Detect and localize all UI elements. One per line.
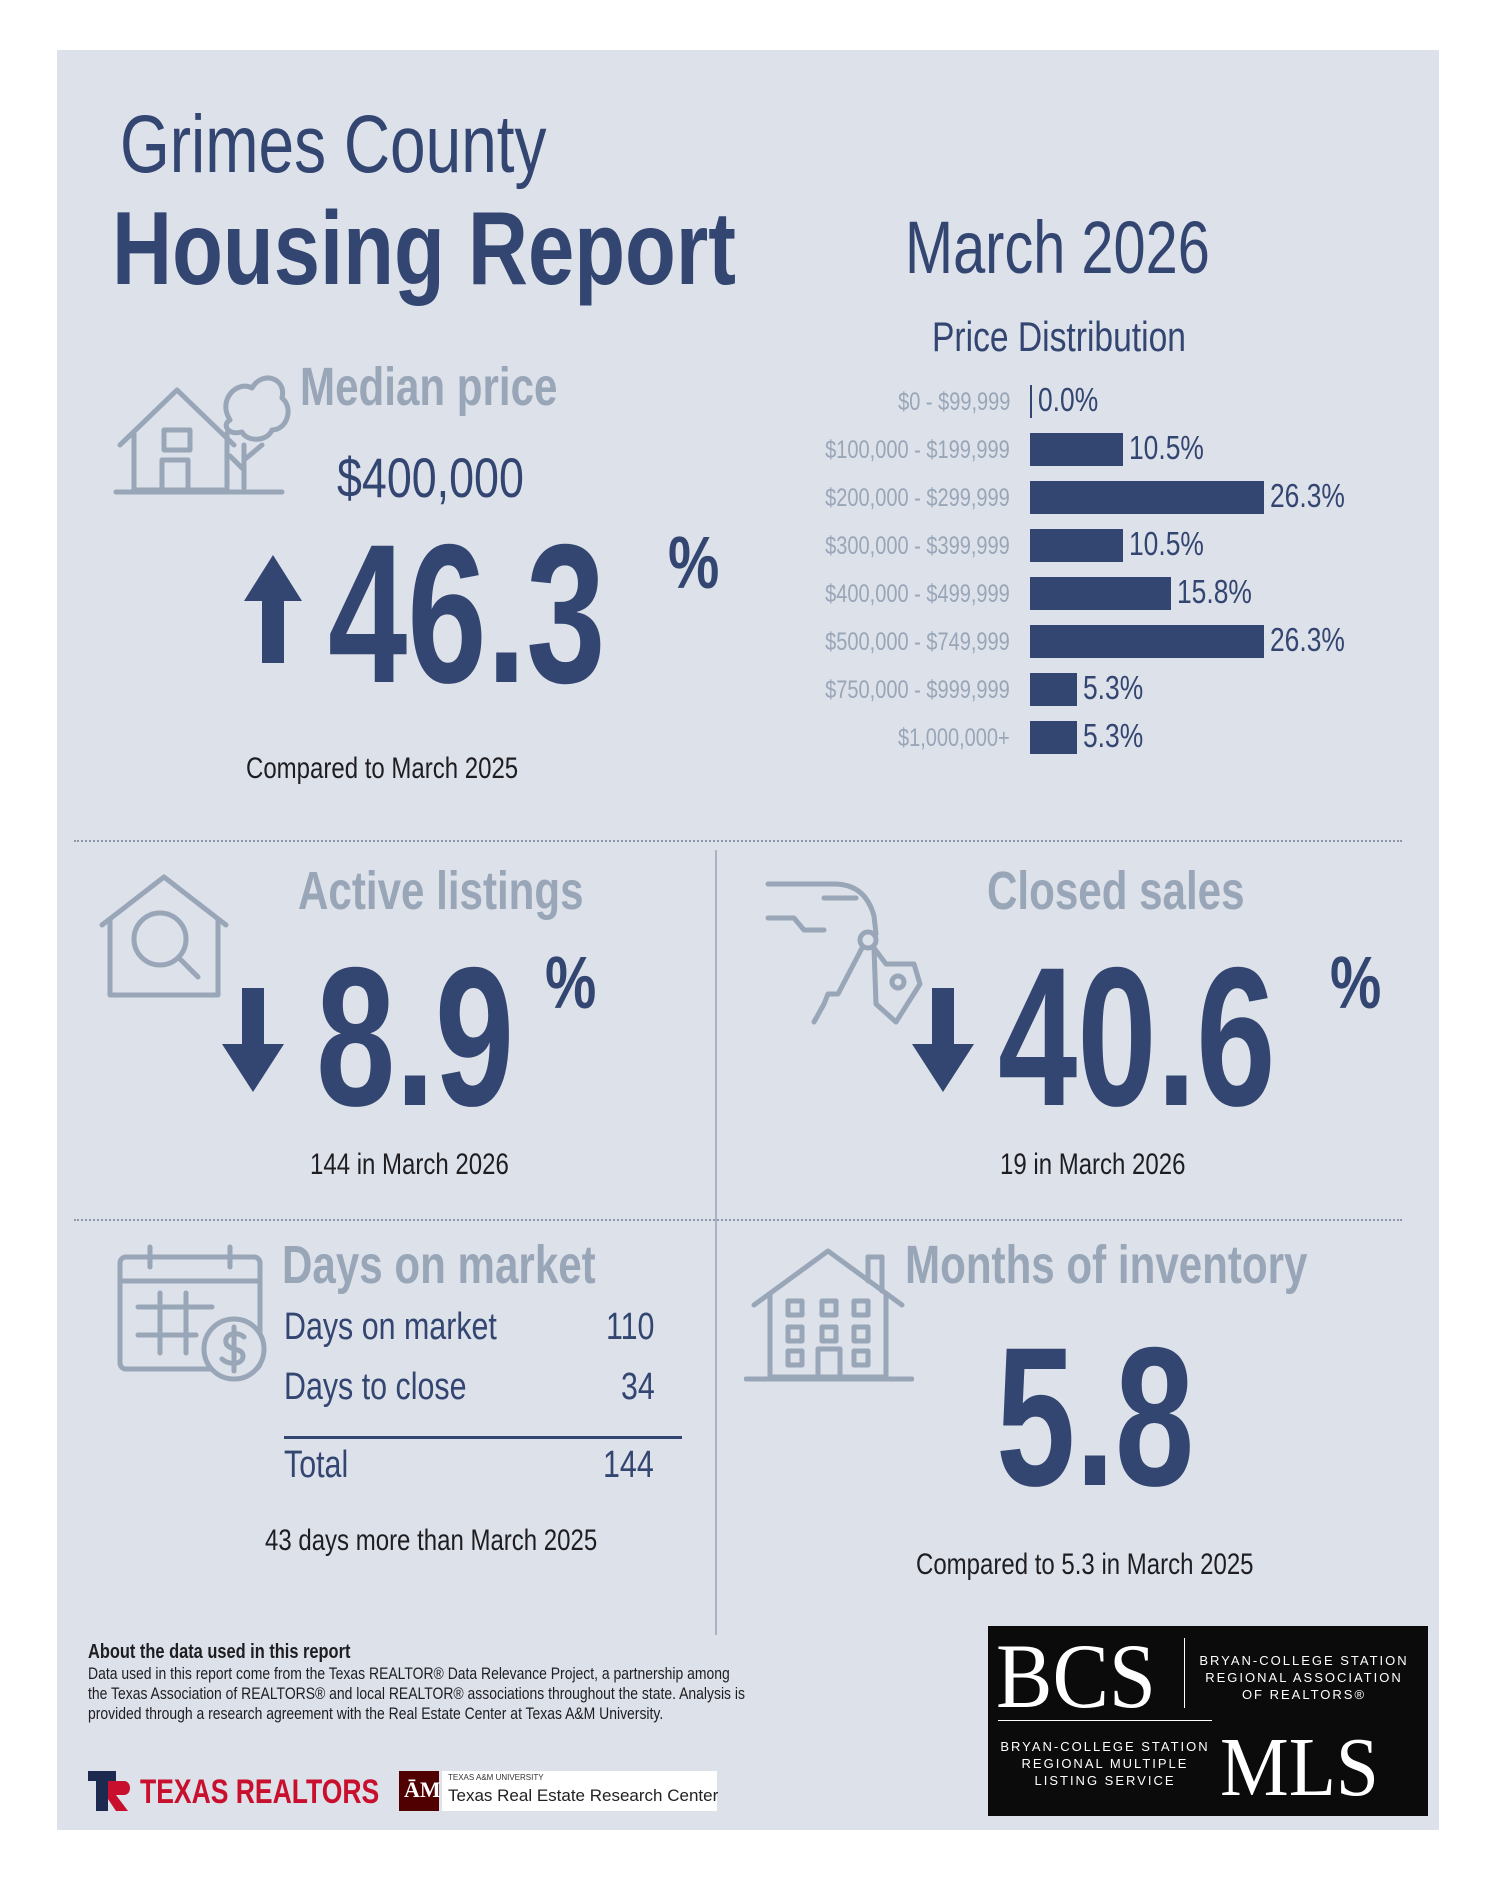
arrow-down-icon (912, 988, 974, 1092)
median-price-caption: Compared to March 2025 (246, 752, 519, 785)
texas-realtors-mark-icon (88, 1771, 130, 1811)
price-distribution-value-label: 26.3% (1270, 621, 1345, 658)
closed-sales-unit: % (1330, 941, 1382, 1024)
median-price-heading: Median price (300, 357, 558, 417)
price-distribution-bar (1030, 577, 1171, 610)
price-distribution-bar (1030, 529, 1124, 562)
dom-total-rule (284, 1436, 682, 1439)
arrow-up-icon (244, 555, 302, 663)
divider-top (74, 840, 1402, 842)
county-title: Grimes County (120, 99, 547, 190)
closed-sales-caption: 19 in March 2026 (1000, 1148, 1186, 1181)
dom-value-days-on-market: 110 (606, 1306, 655, 1348)
divider-middle (74, 1219, 1402, 1221)
dom-value-days-to-close: 34 (621, 1366, 655, 1408)
active-listings-unit: % (545, 941, 597, 1024)
price-distribution-category-label: $750,000 - $999,999 (825, 676, 1010, 704)
house-tree-icon (113, 375, 291, 495)
mls-logo-text: MLS (1220, 1721, 1379, 1814)
days-on-market-caption: 43 days more than March 2025 (265, 1524, 598, 1557)
bcs-association-text: BRYAN-COLLEGE STATION REGIONAL ASSOCIATI… (1199, 1653, 1409, 1702)
report-panel (57, 50, 1439, 1830)
tamu-logo-box (442, 1771, 717, 1811)
price-distribution-value-label: 10.5% (1129, 429, 1205, 466)
median-price-unit: % (668, 521, 720, 604)
report-period: March 2026 (905, 206, 1210, 289)
divider-vertical (715, 850, 717, 1635)
median-price-value: $400,000 (337, 446, 524, 509)
dom-row-days-to-close: Days to close (284, 1366, 467, 1408)
bcs-divider (1184, 1638, 1185, 1708)
price-distribution-category-label: $100,000 - $199,999 (825, 436, 1010, 464)
apartment-house-icon (744, 1248, 914, 1382)
median-price-change: 46.3 (328, 503, 606, 724)
bcs-mls-logo: BCS BRYAN-COLLEGE STATION REGIONAL ASSOC… (988, 1626, 1428, 1816)
price-distribution-title: Price Distribution (932, 313, 1186, 360)
report-title: Housing Report (112, 191, 736, 307)
active-listings-heading: Active listings (298, 861, 584, 921)
house-magnifier-icon (99, 874, 229, 998)
price-distribution-bar (1030, 385, 1032, 418)
price-distribution-bar (1030, 721, 1078, 754)
texas-realtors-logo-text: TEXAS REALTORS (140, 1773, 380, 1811)
price-distribution-category-label: $200,000 - $299,999 (825, 484, 1010, 512)
about-text: Data used in this report come from the T… (88, 1664, 745, 1723)
dom-value-total: 144 (603, 1444, 654, 1486)
price-distribution-value-label: 10.5% (1129, 525, 1205, 562)
price-distribution-bar (1030, 673, 1078, 706)
months-inventory-value: 5.8 (996, 1306, 1195, 1527)
hand-keys-icon (765, 881, 923, 1025)
mls-divider (998, 1720, 1212, 1721)
tamu-center-label: Texas Real Estate Research Center (448, 1786, 719, 1805)
arrow-down-icon (222, 988, 284, 1092)
about-heading: About the data used in this report (88, 1641, 351, 1663)
months-inventory-caption: Compared to 5.3 in March 2025 (916, 1548, 1254, 1581)
months-inventory-heading: Months of inventory (905, 1235, 1308, 1295)
days-on-market-heading: Days on market (282, 1235, 596, 1295)
tamu-mark-icon: ĀM (399, 1771, 441, 1811)
price-distribution-bar (1030, 481, 1264, 514)
price-distribution-bar (1030, 625, 1264, 658)
price-distribution-category-label: $500,000 - $749,999 (825, 628, 1010, 656)
price-distribution-category-label: $0 - $99,999 (897, 388, 1010, 416)
bcs-logo-text: BCS (996, 1625, 1156, 1727)
price-distribution-category-label: $300,000 - $399,999 (825, 532, 1010, 560)
price-distribution-category-label: $400,000 - $499,999 (825, 580, 1010, 608)
price-distribution-value-label: 26.3% (1270, 477, 1345, 514)
active-listings-caption: 144 in March 2026 (310, 1148, 509, 1181)
price-distribution-category-label: $1,000,000+ (898, 724, 1010, 752)
price-distribution-bar (1030, 433, 1124, 466)
price-distribution-value-label: 5.3% (1083, 717, 1144, 754)
dom-row-days-on-market: Days on market (284, 1306, 497, 1348)
price-distribution-value-label: 5.3% (1083, 669, 1144, 706)
price-distribution-value-label: 0.0% (1038, 381, 1099, 418)
active-listings-change: 8.9 (316, 926, 515, 1147)
calendar-dollar-icon (117, 1244, 267, 1382)
price-distribution-value-label: 15.8% (1176, 573, 1252, 610)
mls-service-text: BRYAN-COLLEGE STATION REGIONAL MULTIPLE … (1000, 1739, 1210, 1788)
closed-sales-heading: Closed sales (987, 861, 1245, 921)
closed-sales-change: 40.6 (998, 926, 1276, 1147)
dom-row-total: Total (284, 1444, 349, 1486)
tamu-small-label: TEXAS A&M UNIVERSITY (448, 1773, 544, 1782)
